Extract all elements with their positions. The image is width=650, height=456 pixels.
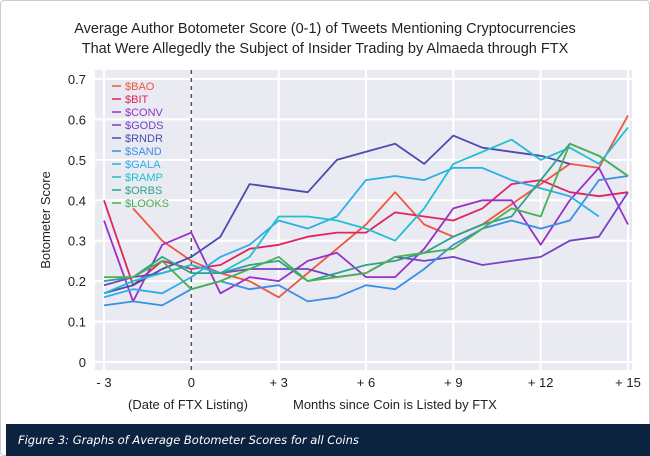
legend-label: $BAO [125, 81, 155, 93]
legend-label: $RNDR [125, 133, 163, 145]
series-line-rndr [103, 134, 571, 295]
figure-caption: Figure 3: Graphs of Average Botometer Sc… [6, 424, 650, 456]
x-tick-label: + 6 [357, 375, 375, 390]
plot-background [95, 70, 632, 370]
series-line-orbs [103, 142, 629, 282]
x-tick-label: + 9 [444, 375, 462, 390]
y-tick-label: 0 [79, 355, 86, 370]
legend-label: $BIT [125, 94, 149, 106]
chart-subtitle: That Were Allegedly the Subject of Insid… [81, 41, 569, 57]
x-axis-label: Months since Coin is Listed by FTX [293, 397, 497, 412]
x-tick-label: + 12 [528, 375, 554, 390]
series-line-looks [104, 142, 629, 291]
legend-label: $GODS [125, 120, 164, 132]
y-tick-label: 0.1 [68, 315, 86, 330]
series-line-ramp [103, 126, 629, 295]
x-axis-note: (Date of FTX Listing) [128, 397, 248, 412]
x-tick-label: - 3 [96, 375, 111, 390]
x-tick-label: 0 [188, 375, 195, 390]
x-tick-label: + 15 [615, 375, 641, 390]
y-tick-label: 0.2 [68, 274, 86, 289]
series-line-gala [103, 167, 600, 299]
y-tick-label: 0.3 [68, 234, 86, 249]
legend-label: $LOOKS [125, 198, 169, 210]
series-line-conv [103, 167, 629, 303]
legend-label: $SAND [125, 146, 162, 158]
legend-label: $RAMP [125, 172, 163, 184]
y-axis-label: Botometer Score [38, 171, 53, 269]
legend-label: $CONV [125, 107, 164, 119]
y-tick-label: 0.7 [68, 72, 86, 87]
y-tick-label: 0.4 [68, 193, 86, 208]
legend-label: $ORBS [125, 185, 162, 197]
chart-title: Average Author Botometer Score (0-1) of … [74, 21, 576, 37]
y-tick-label: 0.6 [68, 112, 86, 127]
legend-label: $GALA [125, 159, 161, 171]
y-tick-label: 0.5 [68, 153, 86, 168]
x-tick-label: + 3 [269, 375, 287, 390]
